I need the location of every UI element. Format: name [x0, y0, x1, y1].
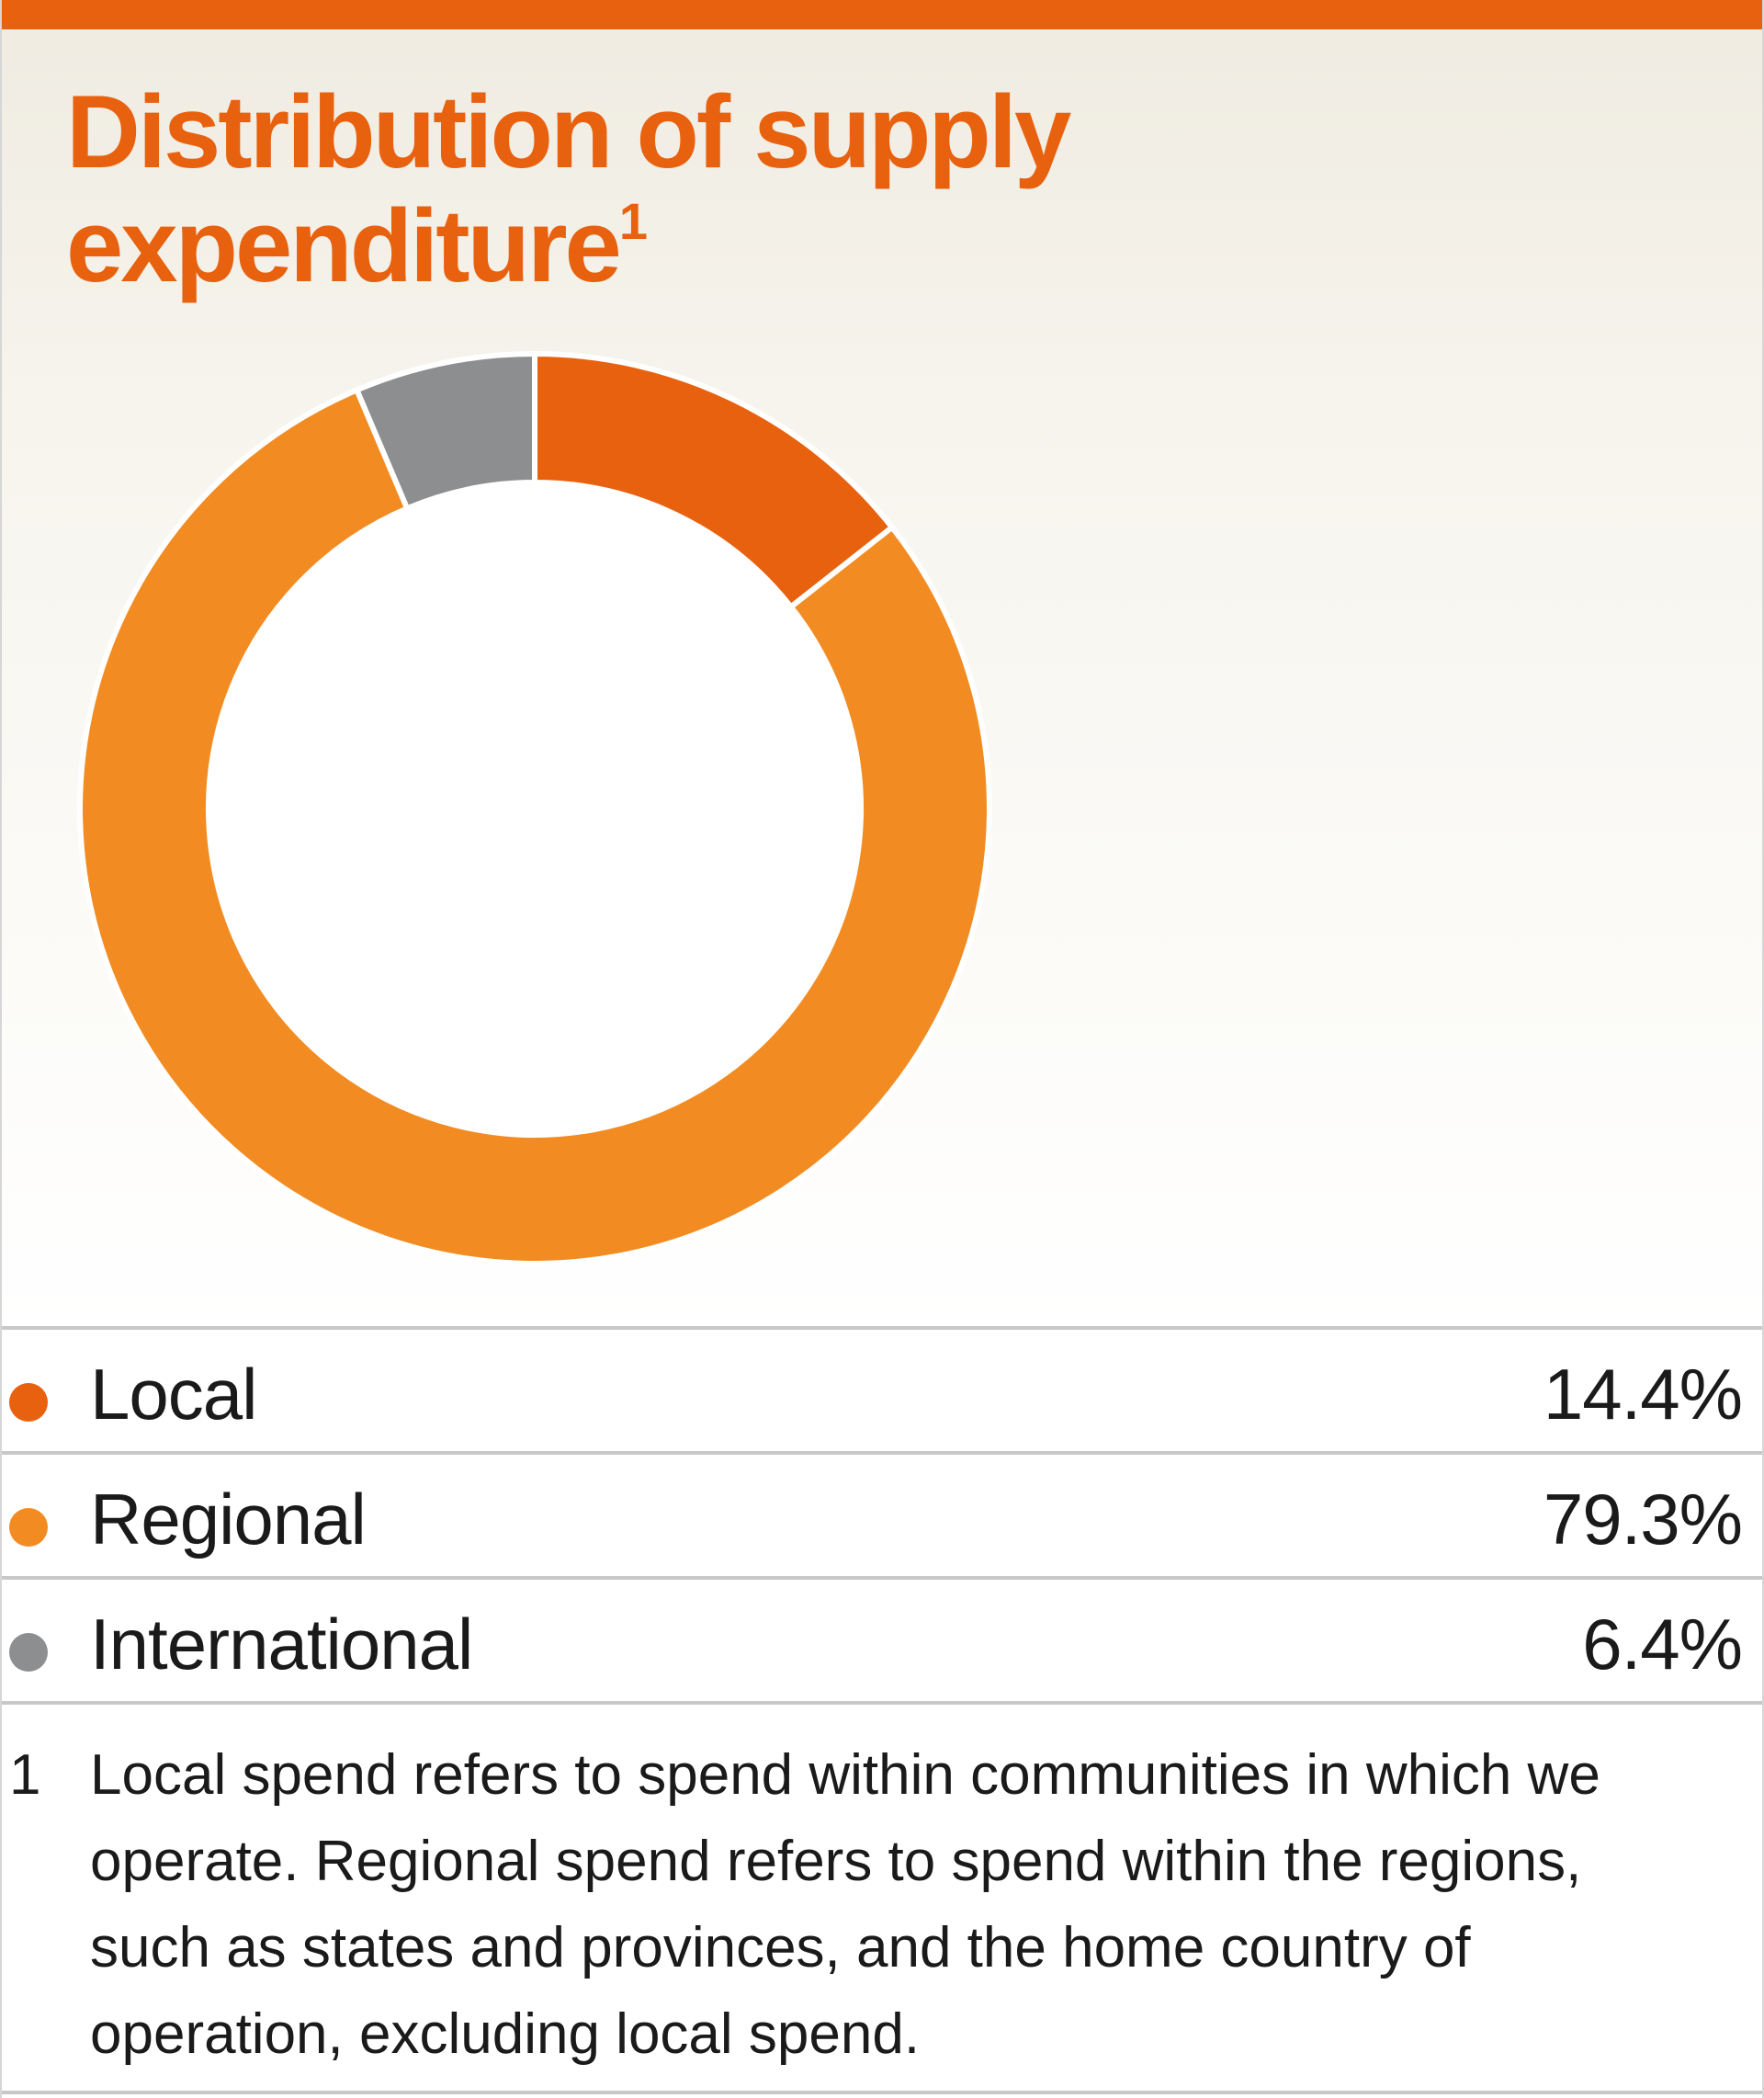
- donut-slice-regional: [77, 386, 992, 1266]
- legend-value-local: 14.4%: [1543, 1354, 1743, 1435]
- legend-dot-local: [9, 1383, 48, 1422]
- legend-value-regional: 79.3%: [1543, 1479, 1743, 1559]
- legend: Local 14.4% Regional 79.3% International…: [2, 1326, 1762, 1705]
- legend-row-regional: Regional 79.3%: [2, 1451, 1762, 1576]
- bottom-divider: [2, 2091, 1762, 2094]
- legend-label-international: International: [90, 1604, 473, 1684]
- legend-label-local: Local: [90, 1354, 257, 1435]
- donut-slice-international: [353, 350, 537, 513]
- footnote-marker: 1: [9, 1743, 41, 1807]
- title-footnote-marker: 1: [618, 192, 648, 250]
- accent-bar: [2, 0, 1762, 29]
- legend-row-local: Local 14.4%: [2, 1326, 1762, 1451]
- legend-value-international: 6.4%: [1582, 1604, 1743, 1684]
- legend-dot-international: [9, 1633, 48, 1672]
- footnote-text: Local spend refers to spend within commu…: [90, 1743, 1600, 2066]
- chart-title-text: Distribution of supply expenditure: [66, 74, 1071, 303]
- donut-chart: [77, 350, 992, 1266]
- legend-dot-regional: [9, 1508, 48, 1547]
- chart-title: Distribution of supply expenditure1: [66, 75, 1444, 303]
- legend-row-international: International 6.4%: [2, 1576, 1762, 1705]
- donut-hole: [210, 484, 859, 1133]
- legend-label-regional: Regional: [90, 1479, 367, 1559]
